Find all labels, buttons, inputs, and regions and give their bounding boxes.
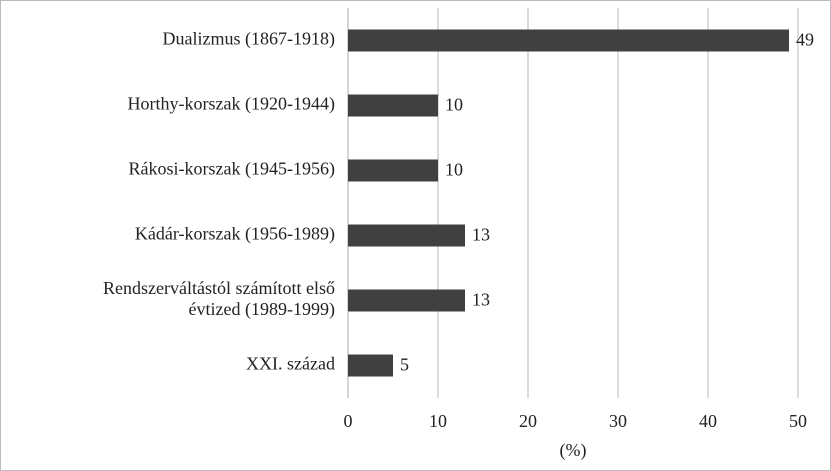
- category-label: Dualizmus (1867-1918): [163, 29, 335, 50]
- x-tick-label: 30: [609, 411, 627, 431]
- x-tick-label: 10: [429, 411, 447, 431]
- category-label: Rendszerváltástól számított első évtized …: [103, 278, 335, 320]
- value-label: 10: [445, 160, 463, 180]
- x-tick-label: 20: [519, 411, 537, 431]
- x-axis-label: (%): [560, 440, 587, 461]
- bar: [348, 159, 438, 182]
- x-tick-label: 40: [699, 411, 717, 431]
- value-label: 10: [445, 95, 463, 115]
- value-label: 49: [796, 30, 814, 50]
- value-label: 13: [472, 225, 490, 245]
- bar: [348, 29, 789, 52]
- bar: [348, 354, 393, 377]
- bar: [348, 94, 438, 117]
- category-label: Kádár-korszak (1956-1989): [135, 224, 335, 245]
- bar: [348, 224, 465, 247]
- bar: [348, 289, 465, 312]
- value-label: 13: [472, 290, 490, 310]
- value-label: 5: [400, 355, 409, 375]
- category-label: Rákosi-korszak (1945-1956): [129, 159, 335, 180]
- category-label: Horthy-korszak (1920-1944): [128, 94, 335, 115]
- x-tick-label: 0: [344, 411, 353, 431]
- x-tick-label: 50: [789, 411, 807, 431]
- category-label: XXI. század: [246, 354, 335, 374]
